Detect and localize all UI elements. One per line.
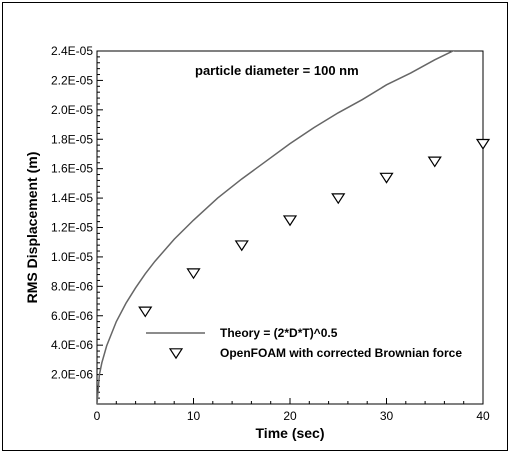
openfoam-data-point	[186, 268, 201, 280]
legend-entry-openfoam: OpenFOAM with corrected Brownian force	[220, 346, 462, 360]
openfoam-data-point	[234, 240, 249, 252]
y-tick-label: 1.0E-05	[51, 250, 93, 264]
plot-area: 0 10 20 30 40 2.0E-06 4.0E-06 6.0E-06 8.0E-06 1.0…	[51, 44, 491, 423]
x-tick-label: 30	[380, 409, 394, 423]
y-tick-label: 8.0E-06	[51, 279, 93, 293]
openfoam-data-point	[138, 306, 153, 318]
x-tick-label: 10	[187, 409, 201, 423]
y-tick-label: 6.0E-06	[51, 309, 93, 323]
chart-annotation: particle diameter = 100 nm	[195, 63, 359, 78]
y-axis-title: RMS Displacement (m)	[24, 152, 40, 304]
x-tick-label: 0	[94, 409, 101, 423]
legend-triangle-marker-icon	[168, 348, 184, 360]
y-tick-label: 2.0E-06	[51, 368, 93, 382]
openfoam-data-point	[475, 138, 491, 150]
y-tick-label: 2.0E-05	[51, 103, 93, 117]
legend-entry-theory: Theory = (2*D*T)^0.5	[220, 326, 338, 340]
openfoam-data-point	[379, 172, 394, 184]
y-tick-label: 2.2E-05	[51, 73, 93, 87]
theory-line	[97, 51, 455, 404]
legend: Theory = (2*D*T)^0.5 OpenFOAM with corre…	[146, 326, 462, 360]
openfoam-data-point	[282, 215, 298, 227]
openfoam-data-point	[331, 193, 346, 205]
y-tick-label: 1.4E-05	[51, 191, 93, 205]
y-tick-label: 4.0E-06	[51, 338, 93, 352]
y-tick-label: 1.6E-05	[51, 162, 93, 176]
openfoam-data-point	[427, 156, 442, 168]
x-tick-label: 40	[476, 409, 490, 423]
x-axis-title: Time (sec)	[256, 425, 325, 441]
y-tick-label: 1.2E-05	[51, 221, 93, 235]
y-tick-label: 1.8E-05	[51, 132, 93, 146]
y-tick-label: 2.4E-05	[51, 44, 93, 58]
x-tick-label: 20	[283, 409, 297, 423]
chart-frame	[2, 2, 508, 451]
